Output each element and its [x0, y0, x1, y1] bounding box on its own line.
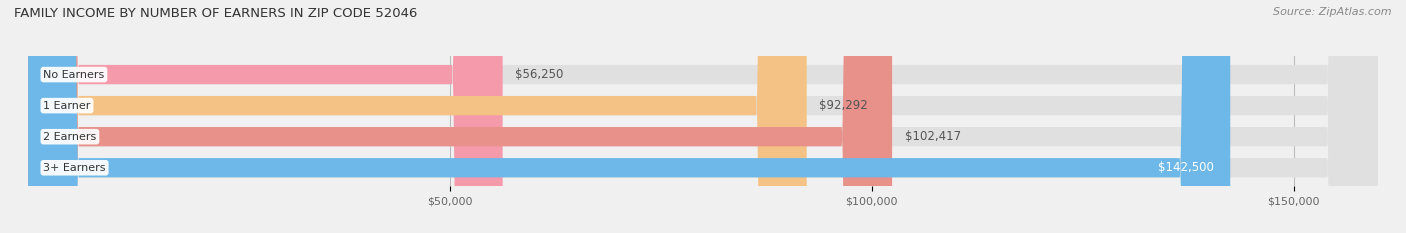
Text: 1 Earner: 1 Earner: [44, 101, 90, 111]
Text: FAMILY INCOME BY NUMBER OF EARNERS IN ZIP CODE 52046: FAMILY INCOME BY NUMBER OF EARNERS IN ZI…: [14, 7, 418, 20]
FancyBboxPatch shape: [28, 0, 1378, 233]
Text: $102,417: $102,417: [905, 130, 960, 143]
FancyBboxPatch shape: [28, 0, 1378, 233]
Text: $56,250: $56,250: [515, 68, 564, 81]
FancyBboxPatch shape: [28, 0, 807, 233]
Text: Source: ZipAtlas.com: Source: ZipAtlas.com: [1274, 7, 1392, 17]
FancyBboxPatch shape: [28, 0, 1378, 233]
Text: $92,292: $92,292: [820, 99, 868, 112]
FancyBboxPatch shape: [28, 0, 1378, 233]
Text: 3+ Earners: 3+ Earners: [44, 163, 105, 173]
Text: No Earners: No Earners: [44, 70, 104, 79]
Text: 2 Earners: 2 Earners: [44, 132, 97, 142]
FancyBboxPatch shape: [28, 0, 1230, 233]
FancyBboxPatch shape: [28, 0, 893, 233]
FancyBboxPatch shape: [28, 0, 503, 233]
Text: $142,500: $142,500: [1157, 161, 1213, 174]
